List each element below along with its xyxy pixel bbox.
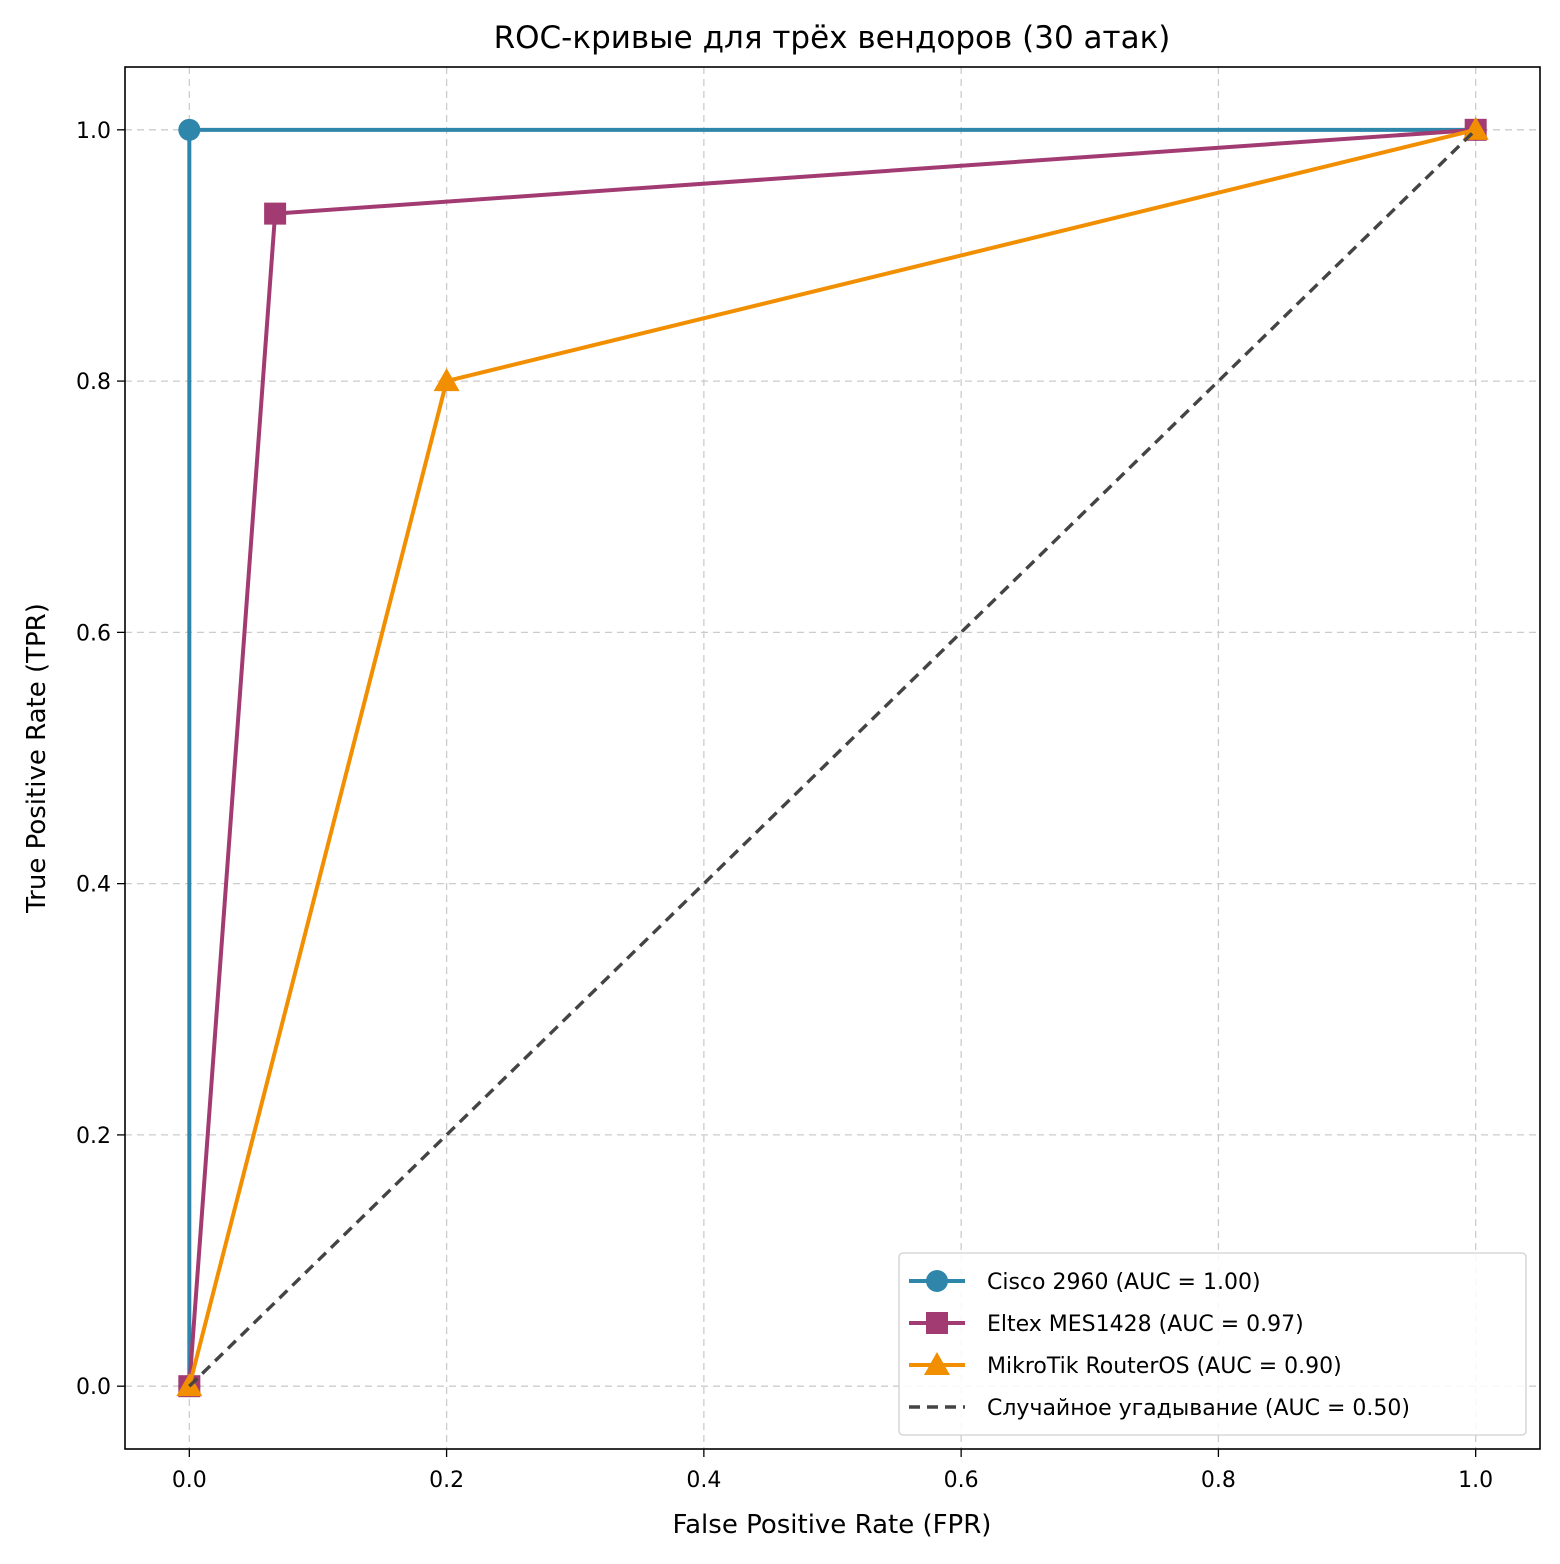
- legend-label: MikroTik RouterOS (AUC = 0.90): [987, 1354, 1342, 1379]
- x-tick-label: 0.0: [172, 1468, 207, 1493]
- x-axis-label: False Positive Rate (FPR): [673, 1510, 992, 1540]
- series-1-line: [187, 127, 1476, 1387]
- y-tick-label: 0.2: [76, 1124, 111, 1149]
- legend-item: MikroTik RouterOS (AUC = 0.90): [909, 1352, 1342, 1379]
- legend-label: Eltex MES1428 (AUC = 0.97): [987, 1312, 1304, 1337]
- y-tick-label: 0.6: [76, 621, 111, 646]
- legend-box: [898, 1252, 1527, 1436]
- x-tick-label: 0.4: [686, 1468, 721, 1493]
- series-3: [188, 128, 1477, 1388]
- legend-swatch-marker: [924, 1352, 950, 1375]
- legend-item: Eltex MES1428 (AUC = 0.97): [909, 1312, 1304, 1337]
- series-2-point: [433, 368, 460, 392]
- legend-label: Cisco 2960 (AUC = 1.00): [987, 1270, 1261, 1295]
- legend-item: Случайное угадывание (AUC = 0.50): [909, 1396, 1410, 1421]
- series-3-line: [188, 128, 1477, 1388]
- x-tick-label: 0.8: [1201, 1468, 1236, 1493]
- y-tick-label: 0.0: [76, 1375, 111, 1400]
- y-axis-label: True Positive Rate (TPR): [22, 603, 52, 914]
- series-0-line: [187, 127, 1476, 1387]
- series-layer: [176, 116, 1489, 1398]
- series-1-point: [264, 202, 287, 225]
- y-tick-label: 0.4: [76, 873, 111, 898]
- legend-swatch-marker: [926, 1312, 948, 1334]
- y-tick-label: 0.8: [76, 370, 111, 395]
- legend-label: Случайное угадывание (AUC = 0.50): [987, 1396, 1410, 1421]
- series-2-line: [187, 127, 1477, 1387]
- tick-layer: 0.0 0.2 0.4 0.6 0.8 1.0 0.0 0.2 0.4 0.6 0.8 1.0: [76, 119, 1493, 1493]
- x-tick-label: 1.0: [1458, 1468, 1493, 1493]
- legend-item: Cisco 2960 (AUC = 1.00): [909, 1270, 1261, 1295]
- x-tick-label: 0.6: [944, 1468, 979, 1493]
- x-tick-label: 0.2: [429, 1468, 464, 1493]
- legend: Cisco 2960 (AUC = 1.00) Eltex MES1428 (AU…: [898, 1252, 1527, 1436]
- legend-swatch-marker: [926, 1270, 948, 1292]
- plot-frame: [124, 66, 1541, 1450]
- chart-title: ROC-кривые для трёх вендоров (30 атак): [494, 20, 1171, 56]
- series-0-point: [178, 118, 201, 141]
- y-tick-label: 1.0: [76, 119, 111, 144]
